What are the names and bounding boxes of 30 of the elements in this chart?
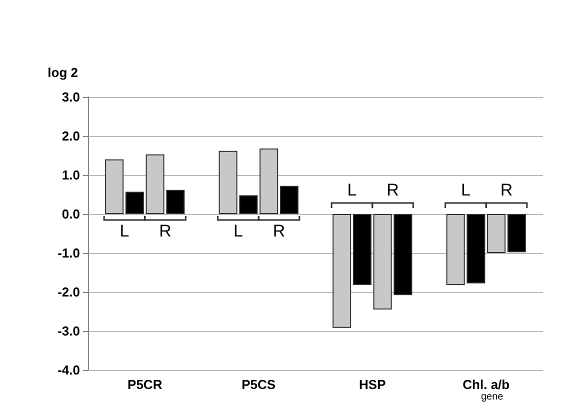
annotation: R — [386, 180, 399, 200]
bar — [260, 148, 278, 214]
bar — [332, 214, 352, 328]
x-tick-label: HSP — [359, 377, 386, 392]
annotation: L — [120, 222, 130, 240]
x-axis-title: gene — [481, 392, 504, 402]
annotation: R — [159, 222, 172, 240]
bar — [125, 192, 144, 214]
bar — [352, 214, 372, 285]
y-tick-label: 1.0 — [62, 168, 80, 182]
bar — [507, 214, 526, 252]
annotation: L — [347, 180, 357, 200]
bar — [105, 159, 124, 214]
annotation: L — [461, 180, 470, 200]
y-tick-label: 3.0 — [62, 90, 80, 104]
annotation: R — [500, 180, 513, 200]
y-tick-label: -1.0 — [58, 246, 80, 260]
y-tick-label: 2.0 — [62, 128, 80, 144]
annotation: R — [272, 222, 286, 240]
x-tick-label: P5CS — [242, 377, 276, 392]
x-tick-label: Chl. a/b — [462, 377, 510, 392]
annotation: L — [234, 222, 243, 240]
y-tick-label: -3.0 — [58, 324, 80, 338]
y-tick-label: 0.0 — [62, 206, 80, 222]
x-tick-label: P5CR — [128, 377, 163, 392]
y-tick-label: -2.0 — [58, 284, 80, 300]
y-tick-label: -4.0 — [58, 362, 80, 378]
bar — [487, 214, 506, 253]
y-axis-title: log 2 — [48, 65, 78, 80]
bar — [280, 186, 298, 214]
